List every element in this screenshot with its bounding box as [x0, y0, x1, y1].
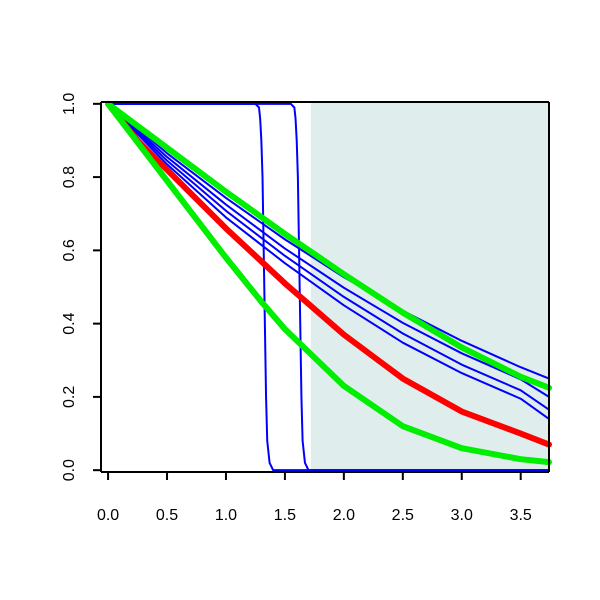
- x-tick-label: 3.5: [510, 507, 532, 524]
- x-tick-label: 1.5: [274, 507, 296, 524]
- series-line-5: [107, 102, 550, 411]
- series-line-9: [105, 100, 552, 466]
- series-line-8: [105, 100, 552, 391]
- x-tick-label: 2.0: [333, 507, 355, 524]
- shaded-region-layer: [310, 102, 549, 472]
- x-tick-label: 3.0: [451, 507, 473, 524]
- series-line-2: [107, 102, 550, 472]
- x-tick-label: 2.5: [392, 507, 414, 524]
- series-layer: [105, 100, 552, 472]
- series-line-7: [105, 100, 552, 448]
- series-line-6: [107, 102, 550, 420]
- y-tick-label: 0.2: [61, 386, 78, 408]
- series-line-4: [107, 102, 550, 398]
- x-tick-label: 1.0: [215, 507, 237, 524]
- axes-layer: 0.0 0.5 1.0 1.5 2.0 2.5 3.0 3.5 0.0 0.2 0.4 0.6 0.8 1…: [61, 93, 550, 524]
- y-tick-label: 1.0: [61, 93, 78, 115]
- shaded-region: [310, 102, 549, 472]
- x-tick-label: 0.5: [156, 507, 178, 524]
- y-tick-label: 0.6: [61, 239, 78, 261]
- y-tick-label: 0.8: [61, 166, 78, 188]
- x-tick-label: 0.0: [97, 507, 119, 524]
- y-tick-label: 0.0: [61, 459, 78, 481]
- y-tick-label: 0.4: [61, 312, 78, 334]
- series-line-1: [107, 102, 550, 472]
